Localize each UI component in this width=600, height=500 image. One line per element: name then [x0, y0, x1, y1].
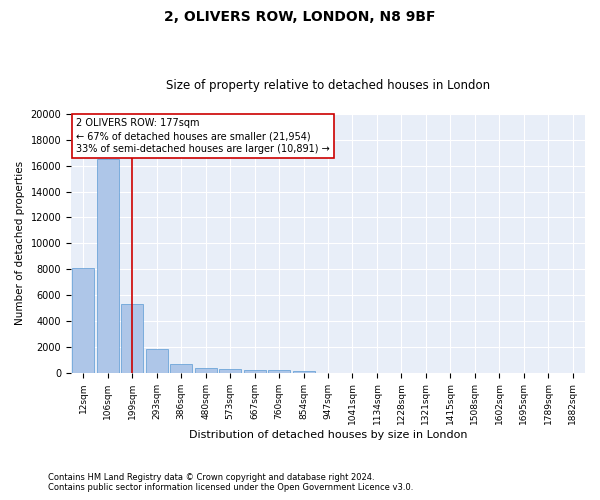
Bar: [97, 160, 119, 372]
Bar: [268, 370, 290, 372]
Bar: [244, 370, 266, 372]
Bar: [72, 268, 94, 372]
Bar: [146, 348, 168, 372]
Text: 2, OLIVERS ROW, LONDON, N8 9BF: 2, OLIVERS ROW, LONDON, N8 9BF: [164, 10, 436, 24]
Text: 2 OLIVERS ROW: 177sqm
← 67% of detached houses are smaller (21,954)
33% of semi-: 2 OLIVERS ROW: 177sqm ← 67% of detached …: [76, 118, 330, 154]
Bar: [170, 364, 192, 372]
Bar: [121, 304, 143, 372]
Title: Size of property relative to detached houses in London: Size of property relative to detached ho…: [166, 79, 490, 92]
Bar: [194, 368, 217, 372]
Text: Contains public sector information licensed under the Open Government Licence v3: Contains public sector information licen…: [48, 484, 413, 492]
Bar: [219, 369, 241, 372]
Y-axis label: Number of detached properties: Number of detached properties: [15, 161, 25, 326]
Text: Contains HM Land Registry data © Crown copyright and database right 2024.: Contains HM Land Registry data © Crown c…: [48, 474, 374, 482]
X-axis label: Distribution of detached houses by size in London: Distribution of detached houses by size …: [189, 430, 467, 440]
